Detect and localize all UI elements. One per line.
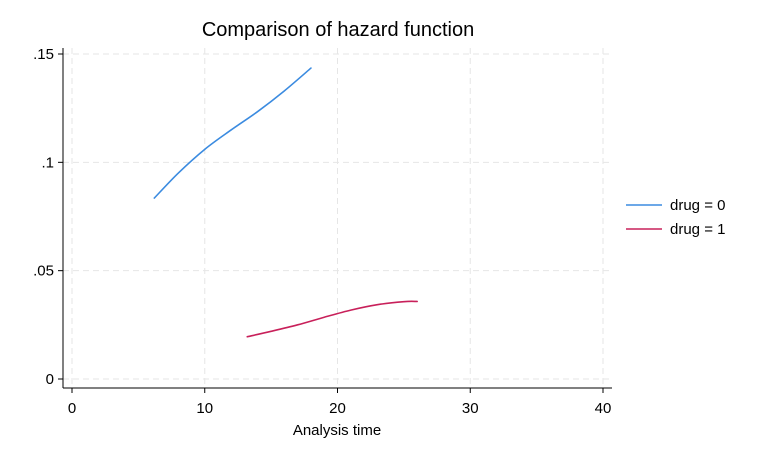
y-tick-label: .05: [33, 263, 54, 280]
x-tick-label: 20: [329, 400, 346, 417]
legend-label-0: drug = 0: [670, 197, 725, 214]
chart-title: Comparison of hazard function: [202, 19, 474, 41]
legend: drug = 0 drug = 1: [626, 197, 725, 238]
x-tick-label: 10: [196, 400, 213, 417]
x-tick-label: 0: [68, 400, 76, 417]
x-tick-label: 40: [595, 400, 612, 417]
y-tick-label: .1: [41, 154, 54, 171]
y-tick-label: .15: [33, 46, 54, 63]
plot-area: 0 10 20 30 40 0 .05 .1 .15: [33, 46, 612, 417]
series-line-1: [246, 300, 418, 338]
x-axis-title: Analysis time: [293, 422, 381, 439]
series-line-0: [153, 67, 312, 199]
x-tick-label: 30: [462, 400, 479, 417]
y-tick-label: 0: [46, 371, 54, 388]
legend-label-1: drug = 1: [670, 221, 725, 238]
